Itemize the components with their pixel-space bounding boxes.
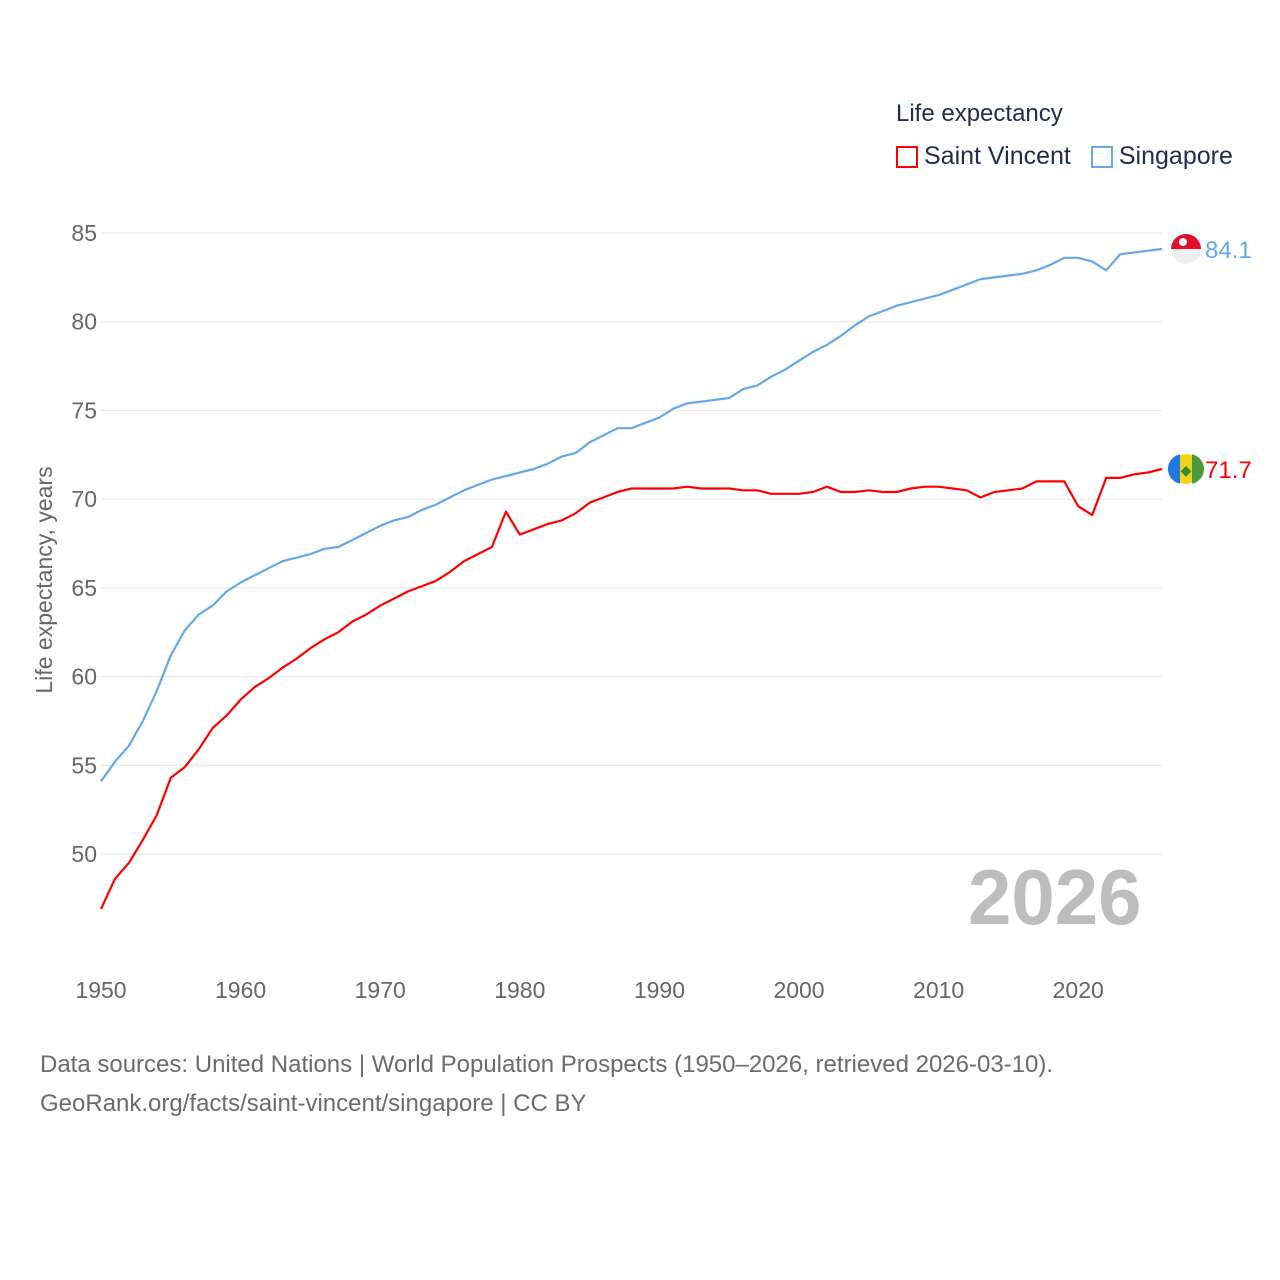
saint-vincent-flag-blue (1167, 454, 1180, 484)
legend-title: Life expectancy (896, 100, 1063, 127)
legend-swatch (896, 145, 918, 168)
x-tick-label: 1960 (215, 977, 266, 1003)
y-tick-label: 60 (71, 664, 97, 690)
y-tick-label: 50 (71, 841, 97, 867)
source-link[interactable]: GeoRank.org/facts/saint-vincent/singapor… (40, 1090, 587, 1117)
x-tick-label: 1980 (494, 977, 545, 1003)
y-tick-label: 65 (71, 575, 97, 601)
saint-vincent-flag-diamonds: ◆ (1181, 462, 1192, 478)
legend-item-singapore[interactable]: Singapore (1090, 142, 1233, 171)
legend-item-saint-vincent[interactable]: Saint Vincent (896, 142, 1071, 171)
y-tick-label: 70 (71, 486, 97, 512)
end-value-label: 71.7 (1205, 457, 1252, 484)
series-line-singapore (100, 247, 1163, 782)
series-line-saint-vincent (100, 467, 1163, 910)
year-watermark: 2026 (968, 853, 1142, 941)
y-axis-label: Life expectancy, years (31, 466, 57, 693)
legend-swatch (1090, 145, 1113, 168)
y-tick-label: 55 (71, 752, 97, 778)
y-tick-label: 75 (71, 397, 97, 423)
end-value-label: 84.1 (1205, 237, 1252, 264)
source-line: Data sources: United Nations | World Pop… (40, 1051, 1054, 1078)
x-tick-label: 2000 (773, 977, 824, 1003)
x-tick-label: 1970 (355, 977, 406, 1003)
singapore-flag-crescent (1179, 237, 1187, 246)
legend: Saint Vincent Singapore (896, 142, 1233, 171)
x-tick-label: 1990 (634, 977, 685, 1003)
legend-label: Saint Vincent (924, 142, 1071, 170)
y-tick-label: 85 (71, 220, 97, 246)
legend-label: Singapore (1118, 142, 1233, 170)
saint-vincent-flag-green (1192, 454, 1205, 484)
source-note: Data sources: United Nations | World Pop… (40, 1045, 1053, 1123)
y-tick-label: 80 (71, 309, 97, 335)
x-tick-label: 2010 (913, 977, 964, 1003)
x-tick-label: 2020 (1053, 977, 1104, 1003)
x-tick-label: 1950 (75, 977, 126, 1003)
